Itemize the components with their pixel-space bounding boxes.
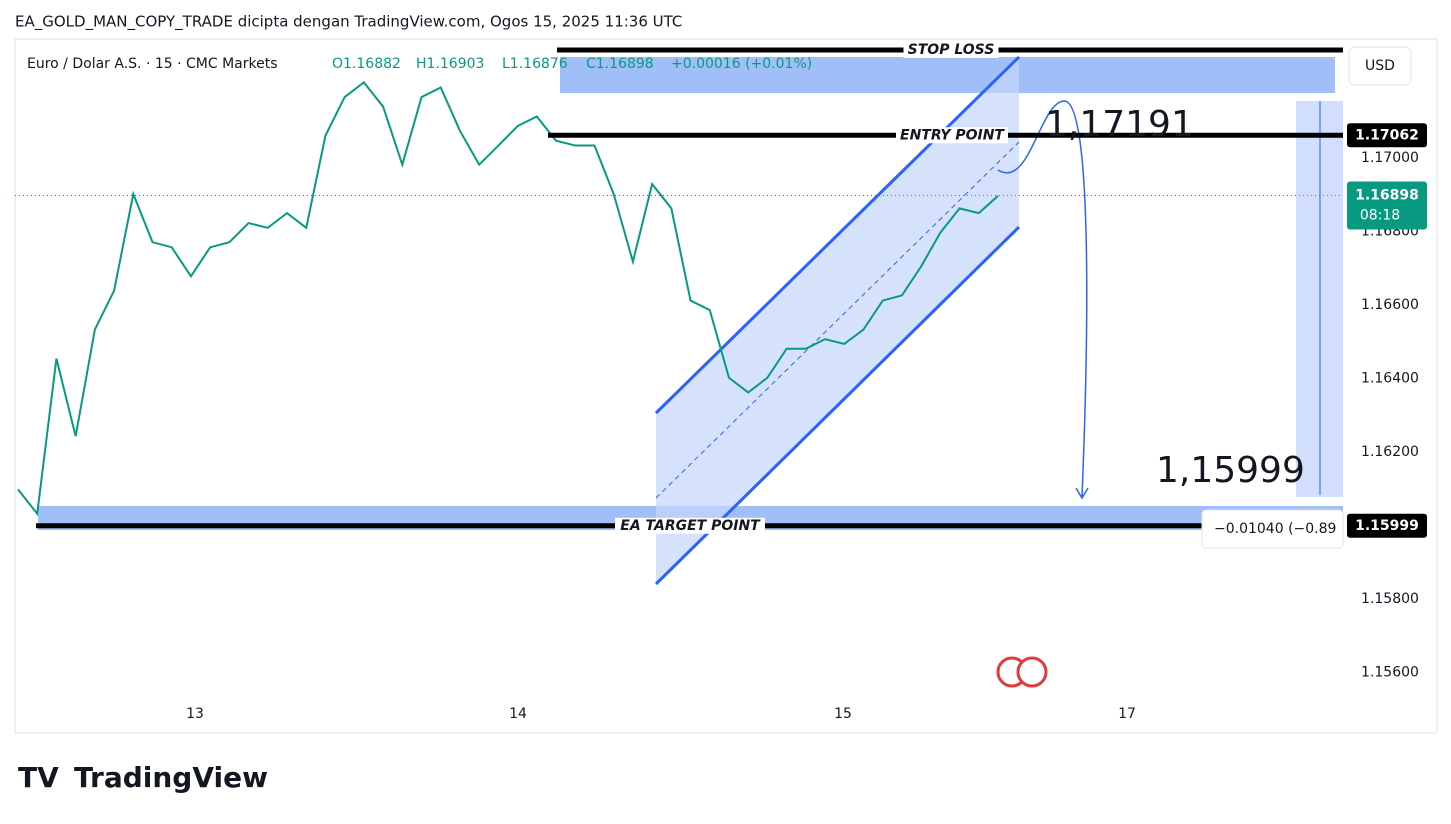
price-tick-label: 1.15800 [1361,591,1419,607]
header-title: EA_GOLD_MAN_COPY_TRADE dicipta dengan Tr… [15,13,682,32]
price-tick-label: 1.16600 [1361,297,1419,313]
channel-mid [655,141,1020,499]
legend-low: L1.16876 [502,56,568,72]
countdown-label: 08:18 [1360,208,1400,224]
measure-box [1201,509,1344,549]
currency-button[interactable] [1348,46,1412,86]
time-label: 17 [1118,706,1136,722]
forecast-arrow [997,100,1089,500]
legend-open: O1.16882 [332,56,401,72]
event-icon [1016,656,1048,688]
legend-symbol: Euro / Dolar A.S. · 15 · CMC Markets [27,56,278,72]
price-tick-label: 1.16200 [1361,444,1419,460]
stop-loss-label: STOP LOSS [908,42,995,58]
currency: USD [1365,58,1395,74]
last-price-label: 1.16898 [1355,188,1419,204]
legend-change: +0.00016 (+0.01%) [671,56,812,72]
entry-label-bg [896,127,1008,144]
entry-label: ENTRY POINT [900,127,1005,143]
stop-loss-label-bg [903,42,999,58]
channel-top [654,55,1021,415]
entry-annotation: 1,17191 [1045,104,1194,145]
target-label: EA TARGET POINT [620,518,761,534]
brand-logo: TV [18,761,59,794]
price-line [17,80,999,517]
price-tick-label: 1.16400 [1361,370,1419,386]
entry-price-label-bg [1347,123,1427,148]
entry-price-label: 1.17062 [1355,127,1419,143]
price-tick-label: 1.15600 [1361,664,1419,680]
target-annotation: 1,15999 [1156,450,1305,491]
time-label: 13 [186,706,204,722]
legend-high: H1.16903 [416,56,484,72]
target-price-label-bg [1347,513,1427,538]
last-price-bg [1347,181,1427,230]
brand: TradingView [74,761,268,794]
stop-loss-zone [560,57,1335,93]
price-tick-label: 1.17000 [1361,150,1419,166]
time-label: 15 [834,706,852,722]
measure-label: −0.01040 (−0.89 [1214,521,1336,537]
time-label: 14 [509,706,527,722]
target-price-label: 1.15999 [1355,518,1419,534]
target-label-bg [615,517,765,534]
legend-close: C1.16898 [586,56,654,72]
